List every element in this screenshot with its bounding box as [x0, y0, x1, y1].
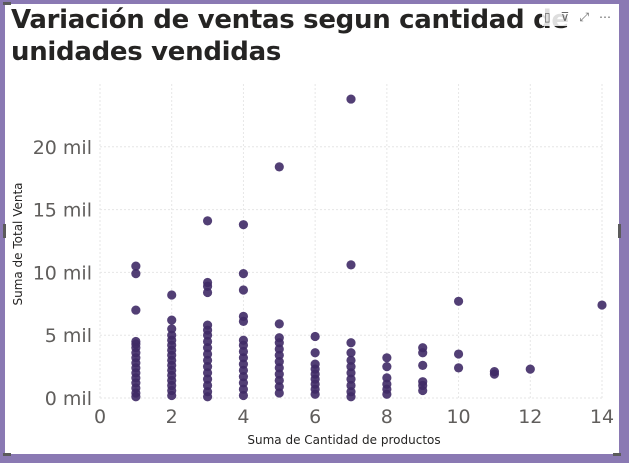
focus-mode-icon[interactable]: ▯ — [543, 10, 551, 24]
data-point[interactable] — [346, 392, 356, 402]
filter-icon[interactable]: ⊽ — [560, 10, 570, 24]
data-point[interactable] — [346, 338, 356, 348]
data-point[interactable] — [346, 348, 356, 358]
y-tick-label: 0 mil — [45, 388, 92, 410]
data-point[interactable] — [382, 389, 392, 399]
y-tick-label: 10 mil — [33, 262, 92, 284]
data-point[interactable] — [131, 305, 141, 315]
data-point[interactable] — [274, 319, 284, 329]
data-point[interactable] — [310, 331, 320, 342]
x-tick-label: 4 — [237, 406, 249, 428]
x-tick-label: 0 — [94, 406, 106, 428]
data-point[interactable] — [382, 362, 392, 372]
data-point[interactable] — [202, 392, 213, 402]
data-point[interactable] — [597, 300, 607, 310]
data-point[interactable] — [453, 296, 464, 306]
data-point[interactable] — [274, 162, 284, 172]
y-tick-label: 20 mil — [33, 137, 92, 159]
chart-title: Variación de ventas segun cantidad de un… — [11, 5, 569, 67]
data-point[interactable] — [310, 389, 320, 399]
data-point[interactable] — [489, 369, 500, 379]
data-point[interactable] — [131, 261, 141, 271]
data-point[interactable] — [167, 290, 177, 300]
data-point[interactable] — [131, 392, 141, 402]
data-point[interactable] — [274, 388, 284, 398]
data-point[interactable] — [238, 316, 249, 326]
y-tick-label: 15 mil — [33, 200, 92, 222]
data-point[interactable] — [418, 385, 428, 396]
data-point[interactable] — [346, 94, 356, 104]
data-point[interactable] — [238, 390, 249, 401]
data-point[interactable] — [453, 363, 464, 373]
axis-ticks: 0 mil 5 mil 10 mil 15 mil 20 mil 0 2 4 6 8 10 12 14 — [33, 137, 614, 428]
resize-handle-top-left[interactable] — [3, 2, 11, 5]
data-point[interactable] — [238, 269, 249, 279]
data-point[interactable] — [525, 364, 535, 374]
data-point[interactable] — [202, 287, 213, 298]
expand-icon[interactable]: ⤢ — [579, 10, 589, 24]
x-tick-label: 2 — [166, 406, 178, 428]
data-point[interactable] — [238, 220, 249, 230]
data-points — [131, 94, 607, 402]
y-tick-label: 5 mil — [45, 325, 92, 347]
resize-handle-left[interactable] — [3, 224, 6, 238]
data-point[interactable] — [382, 353, 392, 363]
x-tick-label: 14 — [590, 406, 614, 428]
x-axis-label: Suma de Cantidad de productos — [247, 433, 440, 447]
x-tick-label: 12 — [518, 406, 542, 428]
x-tick-label: 6 — [309, 406, 321, 428]
scatter-visual-container[interactable]: Variación de ventas segun cantidad de un… — [3, 2, 621, 456]
data-point[interactable] — [453, 349, 464, 359]
x-tick-label: 8 — [381, 406, 393, 428]
resize-handle-bottom-right[interactable] — [613, 453, 621, 456]
data-point[interactable] — [167, 315, 177, 325]
data-point[interactable] — [131, 269, 141, 279]
y-axis-label: Suma de Total Venta — [11, 182, 25, 305]
resize-handle-bottom-left[interactable] — [3, 453, 11, 456]
data-point[interactable] — [238, 285, 249, 295]
data-point[interactable] — [167, 390, 177, 401]
x-tick-label: 10 — [446, 406, 470, 428]
data-point[interactable] — [418, 360, 428, 370]
more-options-icon[interactable]: ⋯ — [599, 10, 611, 24]
data-point[interactable] — [310, 348, 320, 358]
resize-handle-right[interactable] — [618, 224, 621, 238]
data-point[interactable] — [418, 348, 428, 358]
data-point[interactable] — [346, 260, 356, 270]
data-point[interactable] — [202, 216, 213, 226]
visual-header: ▯ ⊽ ⤢ ⋯ — [541, 8, 613, 26]
